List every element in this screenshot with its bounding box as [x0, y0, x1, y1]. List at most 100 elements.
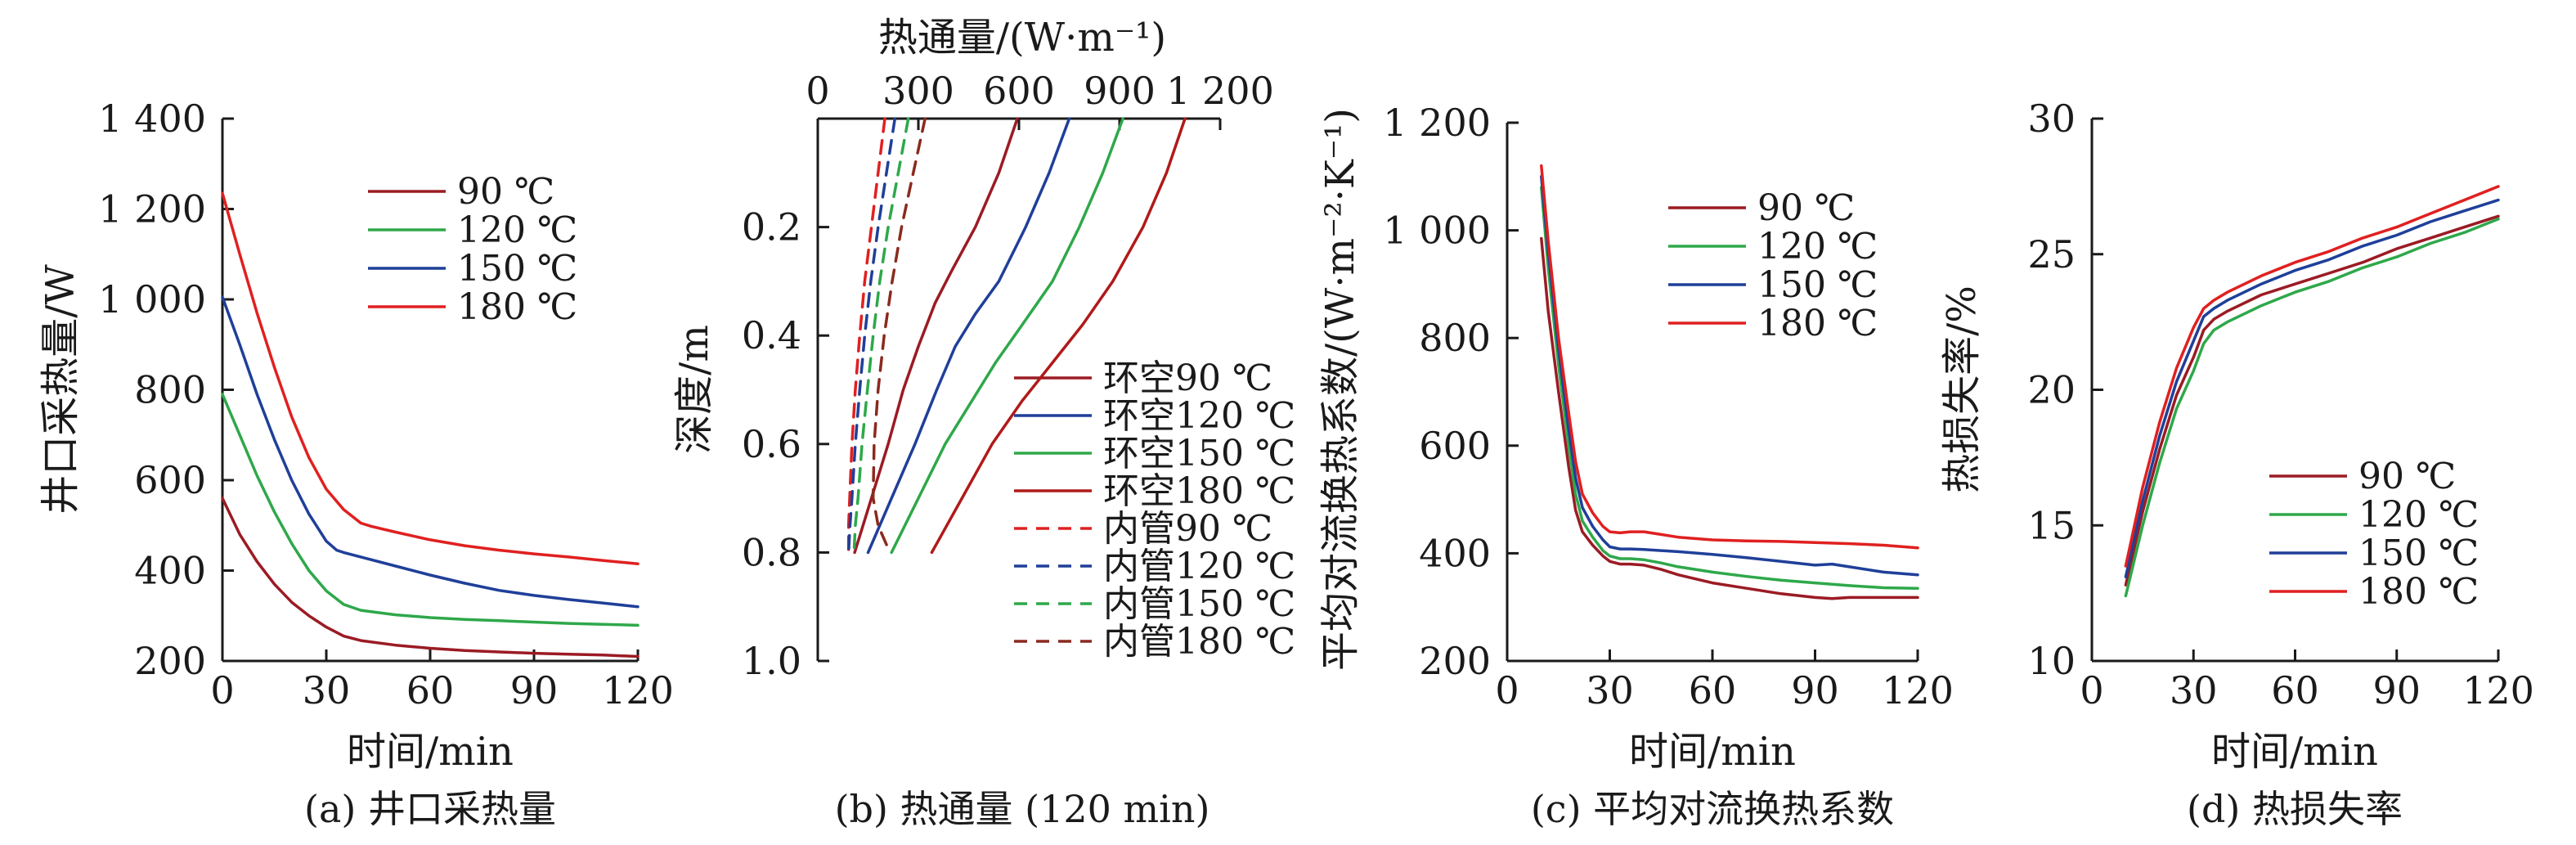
x-axis-label: 热通量/(W·m⁻¹) — [878, 15, 1166, 61]
x-tick-label: 30 — [1586, 668, 1634, 712]
legend-label: 环空150 ℃ — [1103, 433, 1295, 474]
x-tick-label: 120 — [2462, 668, 2534, 712]
series-line — [221, 393, 640, 627]
legend-label: 150 ℃ — [1757, 264, 1878, 306]
panel-caption: (d) 热损失率 — [2187, 787, 2403, 831]
legend-label: 内管180 ℃ — [1103, 621, 1295, 663]
x-tick-label: 900 — [1084, 69, 1156, 113]
y-tick-label: 1.0 — [742, 639, 801, 683]
legend-label: 180 ℃ — [1757, 303, 1878, 344]
series-line — [852, 117, 910, 555]
x-tick-label: 90 — [2372, 668, 2421, 712]
y-tick-label: 0.6 — [742, 422, 801, 466]
series-line — [2124, 185, 2500, 568]
x-tick-label: 60 — [406, 668, 455, 712]
legend-label: 90 ℃ — [1757, 187, 1855, 229]
x-tick-label: 600 — [983, 69, 1055, 113]
legend-label: 内管90 ℃ — [1103, 508, 1272, 550]
y-tick-label: 1 200 — [98, 187, 206, 231]
series-line — [1540, 236, 1919, 600]
y-tick-label: 200 — [134, 639, 206, 683]
y-axis-label: 热损失率/% — [1939, 285, 1985, 493]
y-tick-label: 0.2 — [742, 205, 801, 249]
legend-label: 120 ℃ — [457, 209, 577, 251]
y-tick-label: 15 — [2027, 503, 2076, 547]
y-axis-label: 井口采热量/W — [38, 264, 83, 515]
x-tick-label: 30 — [2170, 668, 2218, 712]
y-axis-label: 平均对流换热系数/(W·m⁻²·K⁻¹) — [1317, 108, 1363, 671]
panel-caption: (b) 热通量 (120 min) — [835, 787, 1210, 831]
x-tick-label: 60 — [1689, 668, 1737, 712]
x-tick-label: 0 — [210, 668, 234, 712]
y-tick-label: 1 200 — [1383, 101, 1491, 145]
y-tick-label: 800 — [134, 368, 206, 412]
series-line — [2124, 214, 2500, 587]
y-tick-label: 10 — [2027, 639, 2076, 683]
series-line — [1540, 175, 1919, 577]
y-tick-label: 20 — [2027, 368, 2076, 412]
panel-caption: (c) 平均对流换热系数 — [1531, 787, 1894, 831]
chart-a: 0 30 60 90 120 200 400 600 800 1 000 1 200 1 400 时间/… — [38, 97, 674, 831]
y-tick-label: 1 400 — [98, 97, 206, 141]
y-tick-label: 600 — [134, 458, 206, 502]
y-tick-label: 600 — [1419, 424, 1491, 468]
x-axis-label: 时间/min — [2211, 729, 2378, 775]
chart-c: 0 30 60 90 120 200 400 600 800 1 000 1 200 时间/min 平均… — [1317, 101, 1954, 831]
chart-d: 0 30 60 90 120 10 15 20 25 30 时间/min 热损失率/% (d) 热损失率… — [1939, 97, 2534, 831]
series-line — [2124, 217, 2500, 598]
y-axis-label: 深度/m — [671, 325, 717, 454]
series-line — [846, 117, 886, 555]
series-line — [890, 117, 1124, 555]
series-line — [853, 117, 1019, 555]
legend-label: 150 ℃ — [457, 248, 577, 290]
y-tick-label: 0.8 — [742, 530, 801, 574]
series-line — [1540, 164, 1919, 550]
x-tick-label: 120 — [1882, 668, 1954, 712]
x-axis-label: 时间/min — [347, 729, 514, 775]
x-tick-label: 1 200 — [1166, 69, 1274, 113]
series-line — [866, 117, 1071, 555]
legend-label: 环空180 ℃ — [1103, 470, 1295, 512]
legend-label: 180 ℃ — [457, 286, 577, 328]
series-line — [846, 117, 897, 555]
x-axis-label: 时间/min — [1629, 729, 1796, 775]
legend-label: 150 ℃ — [2358, 533, 2479, 574]
y-tick-label: 25 — [2027, 232, 2076, 276]
x-tick-label: 300 — [882, 69, 954, 113]
x-tick-label: 120 — [602, 668, 674, 712]
legend-label: 90 ℃ — [2358, 456, 2456, 497]
x-tick-label: 90 — [510, 668, 559, 712]
legend-label: 环空120 ℃ — [1103, 395, 1295, 437]
x-tick-label: 0 — [1495, 668, 1519, 712]
x-tick-label: 30 — [303, 668, 351, 712]
x-tick-label: 90 — [1791, 668, 1839, 712]
series-line — [221, 497, 640, 658]
y-tick-label: 30 — [2027, 97, 2076, 141]
y-tick-label: 0.4 — [742, 313, 801, 357]
series-line — [871, 117, 927, 555]
legend-label: 内管150 ℃ — [1103, 583, 1295, 625]
series-line — [1540, 186, 1919, 590]
y-tick-label: 400 — [1419, 531, 1491, 575]
chart-b: 0 300 600 900 1 200 0.2 0.4 0.6 0.8 1.0 热通量/(W·m⁻¹… — [671, 15, 1295, 831]
y-tick-label: 200 — [1419, 639, 1491, 683]
legend-label: 180 ℃ — [2358, 571, 2479, 613]
y-tick-label: 400 — [134, 549, 206, 593]
y-tick-label: 1 000 — [98, 277, 206, 321]
legend-label: 120 ℃ — [1757, 226, 1878, 267]
y-tick-label: 800 — [1419, 316, 1491, 360]
y-tick-label: 1 000 — [1383, 209, 1491, 253]
series-line — [930, 117, 1187, 555]
series-line — [221, 191, 640, 565]
series-line — [2124, 198, 2500, 578]
panel-caption: (a) 井口采热量 — [304, 787, 556, 831]
legend-label: 120 ℃ — [2358, 494, 2479, 536]
x-tick-label: 0 — [806, 69, 829, 113]
x-tick-label: 0 — [2080, 668, 2103, 712]
legend-label: 90 ℃ — [457, 171, 554, 213]
legend-label: 环空90 ℃ — [1103, 357, 1272, 399]
legend-label: 内管120 ℃ — [1103, 546, 1295, 587]
series-line — [221, 295, 640, 609]
